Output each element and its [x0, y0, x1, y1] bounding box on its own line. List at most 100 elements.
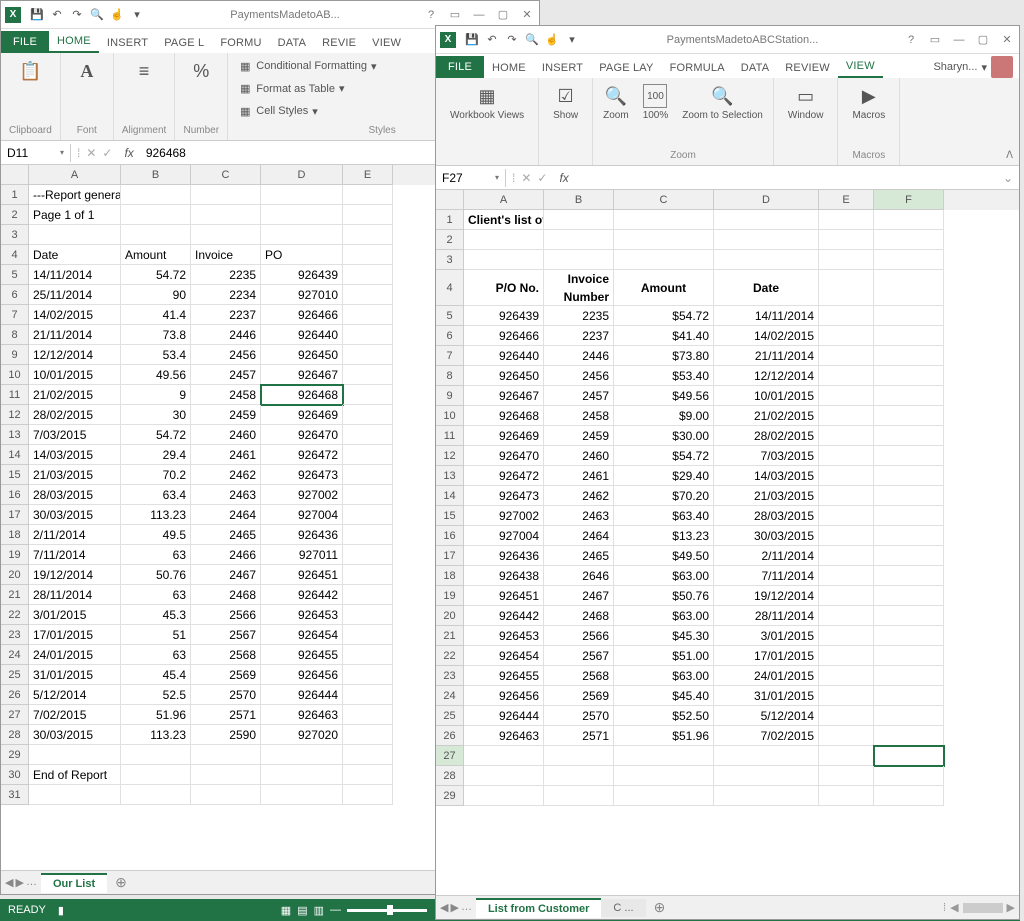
cell[interactable]: 926451: [261, 565, 343, 585]
sheet-tab-active[interactable]: List from Customer: [476, 898, 601, 918]
cell[interactable]: 53.4: [121, 345, 191, 365]
cell[interactable]: 926470: [464, 446, 544, 466]
cell[interactable]: [874, 786, 944, 806]
cell[interactable]: 3/01/2015: [714, 626, 819, 646]
cell[interactable]: 41.4: [121, 305, 191, 325]
cell[interactable]: [819, 466, 874, 486]
cell[interactable]: 2459: [544, 426, 614, 446]
cell[interactable]: $13.23: [614, 526, 714, 546]
cell[interactable]: 31/01/2015: [714, 686, 819, 706]
row-header[interactable]: 28: [436, 766, 464, 786]
cell[interactable]: 28/03/2015: [29, 485, 121, 505]
cell[interactable]: 2465: [191, 525, 261, 545]
cell[interactable]: 2/11/2014: [29, 525, 121, 545]
page-layout-icon[interactable]: ▤: [297, 904, 307, 917]
cell[interactable]: 926469: [261, 405, 343, 425]
cell[interactable]: 927011: [261, 545, 343, 565]
cell[interactable]: [819, 486, 874, 506]
cell[interactable]: 21/02/2015: [29, 385, 121, 405]
cell[interactable]: [714, 250, 819, 270]
cell[interactable]: [261, 205, 343, 225]
cell[interactable]: [343, 585, 393, 605]
cell[interactable]: $54.72: [614, 306, 714, 326]
cell[interactable]: [874, 230, 944, 250]
tab-data[interactable]: DATA: [733, 58, 778, 78]
row-header[interactable]: 23: [436, 666, 464, 686]
save-icon[interactable]: 💾: [464, 32, 480, 48]
cell[interactable]: [614, 746, 714, 766]
cell[interactable]: 2460: [191, 425, 261, 445]
cell[interactable]: 926454: [261, 625, 343, 645]
cell[interactable]: 927020: [261, 725, 343, 745]
cell[interactable]: [343, 265, 393, 285]
cell[interactable]: 3/01/2015: [29, 605, 121, 625]
cell[interactable]: [819, 250, 874, 270]
confirm-icon[interactable]: ✓: [102, 146, 112, 160]
cell[interactable]: 2571: [191, 705, 261, 725]
cell[interactable]: [874, 746, 944, 766]
row-header[interactable]: 5: [1, 265, 29, 285]
qat-more-icon[interactable]: ▾: [564, 32, 580, 48]
cell[interactable]: [874, 210, 944, 230]
cell[interactable]: [614, 210, 714, 230]
col-header[interactable]: E: [819, 190, 874, 210]
cell[interactable]: $41.40: [614, 326, 714, 346]
cell[interactable]: [343, 785, 393, 805]
sheet-more-icon[interactable]: …: [26, 876, 37, 889]
cell[interactable]: [343, 385, 393, 405]
cell[interactable]: 2568: [544, 666, 614, 686]
cell[interactable]: 19/12/2014: [714, 586, 819, 606]
tab-formulas[interactable]: FORMU: [212, 33, 269, 53]
cell[interactable]: 63: [121, 545, 191, 565]
cell[interactable]: $50.76: [614, 586, 714, 606]
cell[interactable]: [874, 306, 944, 326]
cell[interactable]: 926468: [261, 385, 343, 405]
undo-icon[interactable]: ↶: [484, 32, 500, 48]
cell[interactable]: [464, 766, 544, 786]
alignment-button[interactable]: ≡: [126, 57, 162, 85]
tab-file[interactable]: FILE: [1, 31, 49, 53]
cell[interactable]: [874, 566, 944, 586]
row-header[interactable]: 13: [436, 466, 464, 486]
col-header[interactable]: B: [121, 165, 191, 185]
cell[interactable]: 926454: [464, 646, 544, 666]
cell[interactable]: 927004: [261, 505, 343, 525]
save-icon[interactable]: 💾: [29, 7, 45, 23]
cell[interactable]: 2568: [191, 645, 261, 665]
cell[interactable]: 926450: [464, 366, 544, 386]
cell[interactable]: 926440: [464, 346, 544, 366]
sheet-add-icon[interactable]: ⊕: [107, 874, 135, 891]
cell[interactable]: [544, 766, 614, 786]
cell[interactable]: 2468: [544, 606, 614, 626]
ribbon-toggle-icon[interactable]: ▭: [447, 7, 463, 23]
cell[interactable]: [874, 270, 944, 306]
cell[interactable]: [819, 270, 874, 306]
row-header[interactable]: 2: [1, 205, 29, 225]
cell[interactable]: [874, 766, 944, 786]
cell[interactable]: ---Report generated for A N Example Limi…: [29, 185, 121, 205]
cell[interactable]: [343, 205, 393, 225]
col-header[interactable]: A: [29, 165, 121, 185]
cell[interactable]: 45.4: [121, 665, 191, 685]
cell[interactable]: Client's list of their payment records: [464, 210, 544, 230]
cell[interactable]: 14/03/2015: [714, 466, 819, 486]
row-header[interactable]: 15: [436, 506, 464, 526]
cell[interactable]: [819, 426, 874, 446]
cell[interactable]: [544, 786, 614, 806]
cell[interactable]: 25/11/2014: [29, 285, 121, 305]
cell[interactable]: 2460: [544, 446, 614, 466]
col-header[interactable]: A: [464, 190, 544, 210]
row-header[interactable]: 23: [1, 625, 29, 645]
conditional-formatting-button[interactable]: ▦Conditional Formatting ▾: [234, 57, 380, 75]
select-all[interactable]: [436, 190, 464, 210]
sheet-tab-active[interactable]: Our List: [41, 873, 107, 893]
cell[interactable]: 2457: [191, 365, 261, 385]
cell[interactable]: [121, 185, 191, 205]
cell[interactable]: 926450: [261, 345, 343, 365]
cell[interactable]: 2464: [191, 505, 261, 525]
clipboard-button[interactable]: 📋: [12, 57, 48, 85]
cell[interactable]: $49.56: [614, 386, 714, 406]
cell[interactable]: 31/01/2015: [29, 665, 121, 685]
cell[interactable]: [544, 230, 614, 250]
cell[interactable]: [714, 786, 819, 806]
